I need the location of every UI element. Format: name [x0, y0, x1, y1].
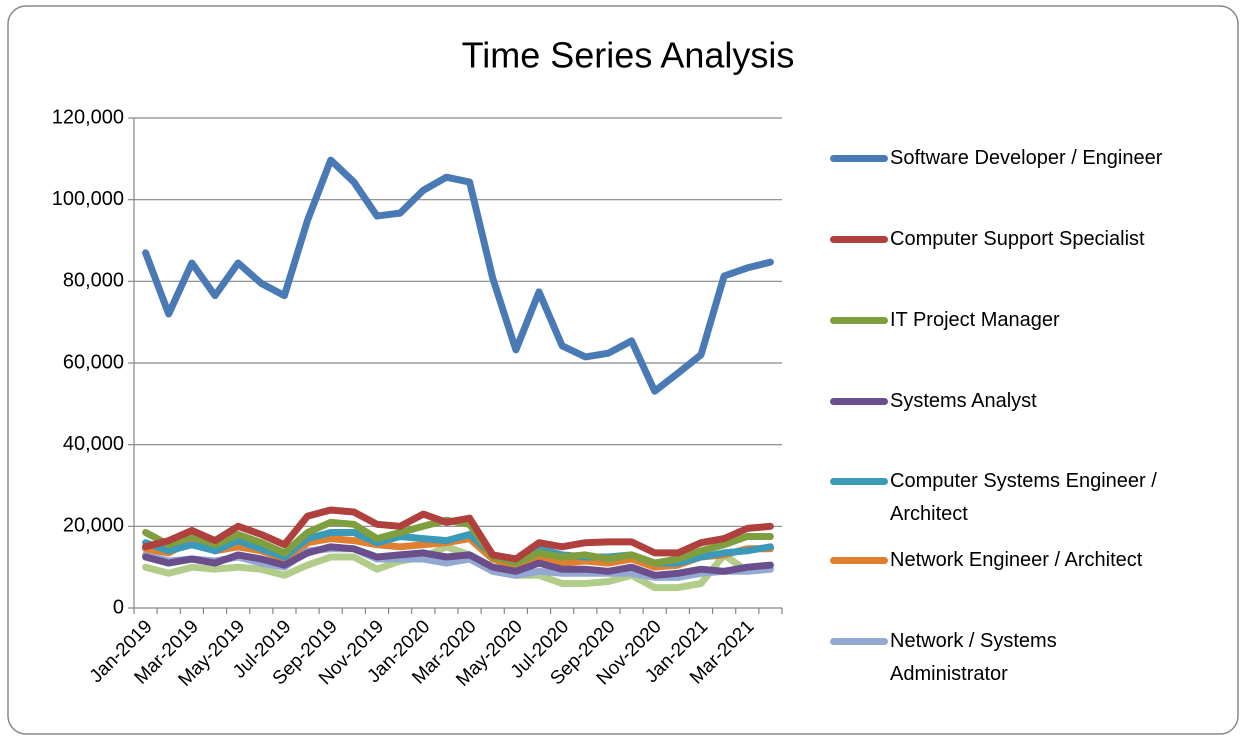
legend-label: IT Project Manager [890, 309, 1060, 331]
y-tick-label: 20,000 [63, 515, 124, 537]
legend-label: Computer Systems Engineer / Architect [890, 470, 1157, 525]
legend-label: Systems Analyst [890, 390, 1037, 412]
legend-swatch [830, 236, 888, 243]
series-line [142, 543, 774, 579]
legend-swatch [830, 317, 888, 324]
legend-label: Software Developer / Engineer [890, 147, 1163, 169]
y-tick-label: 80,000 [63, 270, 124, 292]
legend-label: Network / Systems Administrator [890, 630, 1057, 685]
legend-entry: Computer Support Specialist [830, 223, 1175, 256]
legend-swatch [830, 155, 888, 162]
legend-label: Computer Support Specialist [890, 228, 1145, 250]
legend-entry: Computer Systems Engineer / Architect [830, 465, 1175, 531]
y-tick-label: 100,000 [52, 188, 124, 210]
y-tick-label: 0 [113, 596, 124, 618]
legend-swatch [830, 557, 888, 564]
series-line [142, 506, 774, 563]
y-tick-label: 120,000 [52, 106, 124, 128]
legend-entry: Systems Analyst [830, 385, 1175, 418]
legend-entry: Network Engineer / Architect [830, 544, 1175, 577]
legend-entry: Network / Systems Administrator [830, 625, 1175, 691]
legend-label: Network Engineer / Architect [890, 549, 1143, 571]
y-tick-label: 40,000 [63, 433, 124, 455]
legend-swatch [830, 478, 888, 485]
legend-entry: Software Developer / Engineer [830, 142, 1175, 175]
y-tick-label: 60,000 [63, 351, 124, 373]
series-line [142, 156, 774, 395]
chart-title: Time Series Analysis [462, 35, 795, 76]
legend-swatch [830, 398, 888, 405]
legend-entry: IT Project Manager [830, 304, 1175, 337]
series-line [142, 543, 774, 592]
legend-swatch [830, 638, 888, 645]
